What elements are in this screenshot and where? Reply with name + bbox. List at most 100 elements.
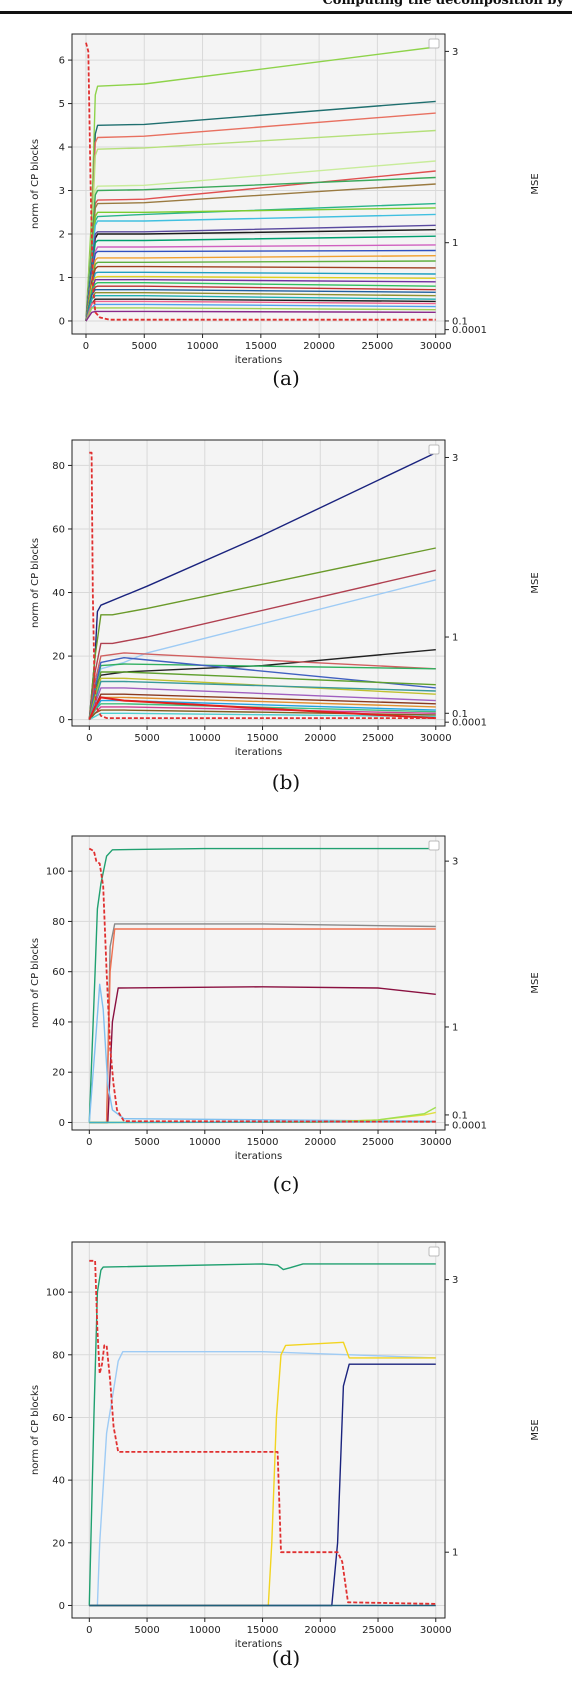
y-tick-label: 20	[52, 1538, 65, 1549]
y-tick-label: 100	[46, 1288, 65, 1299]
header-rule	[0, 11, 572, 14]
series-line-29	[85, 300, 436, 322]
x-tick-label: 30000	[420, 1625, 452, 1636]
right-tick-label: 0.0001	[452, 718, 487, 729]
x-tick-label: 0	[83, 341, 89, 352]
y-tick-label: 20	[52, 652, 65, 663]
right-axis-label: MSE	[530, 972, 541, 993]
right-tick-label: 0.1	[452, 316, 468, 327]
legend-box	[428, 444, 440, 455]
right-axis-label: MSE	[530, 572, 541, 593]
y-axis-label: norm of CP blocks	[30, 538, 41, 628]
y-tick-label: 60	[52, 967, 65, 978]
x-tick-label: 30000	[420, 1137, 452, 1148]
y-tick-label: 40	[52, 1017, 65, 1028]
plot-area	[72, 1242, 445, 1618]
header-strip: Computing the decomposition by	[0, 0, 572, 14]
y-tick-label: 3	[59, 186, 65, 197]
y-tick-label: 0	[59, 1118, 65, 1129]
plot-frame	[71, 1241, 446, 1619]
legend-box	[428, 1246, 440, 1257]
right-tick-label: 0.0001	[452, 325, 487, 336]
series-line-9	[88, 847, 436, 1123]
series-line-33	[85, 42, 436, 321]
x-tick-label: 5000	[132, 341, 157, 352]
header-text: Computing the decomposition by	[322, 0, 564, 8]
plot-frame	[71, 835, 446, 1131]
y-tick-label: 5	[59, 99, 65, 110]
right-tick-label: 3	[452, 47, 458, 58]
y-tick-label: 20	[52, 1068, 65, 1079]
series-line-31	[85, 307, 436, 322]
y-tick-label: 100	[46, 867, 65, 878]
series-line-27	[85, 295, 436, 322]
x-tick-label: 25000	[362, 1137, 394, 1148]
series-line-8	[88, 656, 436, 720]
series-line-6	[88, 652, 436, 720]
series-line-5	[88, 983, 436, 1123]
series-group	[88, 1259, 436, 1607]
x-axis-label: iterations	[235, 1151, 282, 1162]
x-axis-label: iterations	[235, 355, 282, 366]
series-line-20	[88, 696, 436, 721]
y-tick-label: 60	[52, 524, 65, 535]
x-tick-label: 10000	[189, 733, 221, 744]
series-line-1	[88, 847, 436, 1123]
right-tick-label: 0.1	[452, 1110, 468, 1121]
chart-panel-b: 0 5000 10000 15000 20000 25000 30000 0 20 40 60 80 3…	[0, 418, 572, 808]
legend-box	[428, 38, 440, 49]
x-axis-label: iterations	[235, 1639, 282, 1650]
series-line-11	[88, 680, 436, 720]
right-tick-label: 0.0001	[452, 1120, 487, 1131]
x-tick-label: 30000	[420, 341, 452, 352]
x-tick-label: 0	[86, 1625, 92, 1636]
y-tick-label: 0	[59, 316, 65, 327]
x-tick-label: 25000	[361, 341, 393, 352]
series-group	[85, 42, 436, 322]
sublabel-a: (a)	[272, 366, 300, 390]
x-axis-label: iterations	[235, 747, 282, 758]
x-tick-label: 25000	[362, 1625, 394, 1636]
right-axis-label: MSE	[530, 1419, 541, 1440]
chart-d: 0 5000 10000 15000 20000 25000 30000 0 20 40 60 80 1…	[30, 1241, 541, 1650]
right-tick-label: 1	[452, 633, 458, 644]
x-tick-label: 15000	[247, 733, 279, 744]
x-tick-label: 15000	[247, 1137, 279, 1148]
x-tick-label: 20000	[304, 733, 336, 744]
series-line-21	[89, 451, 436, 720]
series-line-6	[89, 1259, 436, 1605]
right-tick-label: 3	[452, 1275, 458, 1286]
y-tick-label: 0	[59, 715, 65, 726]
series-line-18	[88, 709, 436, 721]
chart-a: 0 5000 10000 15000 20000 25000 30000 0 1 2 3 4 5 6 3 1 0…	[30, 33, 541, 366]
series-line-32	[85, 310, 436, 322]
y-tick-label: 2	[59, 230, 65, 241]
sublabel-d: (d)	[271, 1646, 301, 1670]
x-tick-label: 15000	[245, 341, 277, 352]
y-tick-label: 0	[59, 1601, 65, 1612]
series-group	[88, 847, 437, 1124]
chart-panel-c: 0 5000 10000 15000 20000 25000 30000 0 20 40 60 80 1…	[0, 818, 572, 1210]
chart-c: 0 5000 10000 15000 20000 25000 30000 0 20 40 60 80 1…	[30, 835, 541, 1162]
x-tick-label: 5000	[134, 1137, 159, 1148]
right-tick-label: 1	[452, 238, 458, 249]
plot-frame	[71, 439, 446, 727]
y-tick-label: 80	[52, 461, 65, 472]
y-tick-label: 80	[52, 917, 65, 928]
y-tick-label: 40	[52, 588, 65, 599]
x-tick-label: 10000	[187, 341, 219, 352]
x-tick-label: 15000	[247, 1625, 279, 1636]
series-line-3	[89, 1341, 436, 1607]
x-tick-label: 0	[86, 733, 92, 744]
chart-b: 0 5000 10000 15000 20000 25000 30000 0 20 40 60 80 3…	[30, 439, 541, 758]
y-axis-label: norm of CP blocks	[30, 139, 41, 229]
x-tick-label: 5000	[134, 733, 159, 744]
sublabel-c: (c)	[272, 1172, 300, 1196]
y-axis-label: norm of CP blocks	[30, 1385, 41, 1475]
series-line-25	[85, 289, 436, 322]
right-tick-label: 3	[452, 453, 458, 464]
right-tick-label: 1	[452, 1022, 458, 1033]
chart-panel-d: 0 5000 10000 15000 20000 25000 30000 0 20 40 60 80 1…	[0, 1228, 572, 1678]
y-tick-label: 60	[52, 1413, 65, 1424]
x-tick-label: 20000	[304, 1137, 336, 1148]
